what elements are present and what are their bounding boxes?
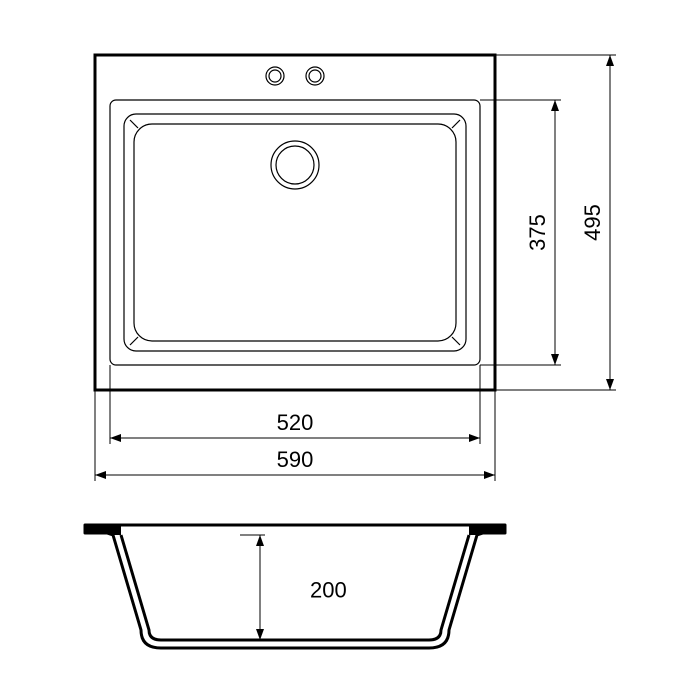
arrow-head	[95, 471, 106, 479]
sink-technical-drawing: 520 590 375 495 200	[0, 0, 700, 700]
dimension-label: 495	[580, 204, 605, 241]
sink-bowl-bottom-edge	[134, 124, 456, 341]
sink-bowl-top-edge	[124, 114, 466, 351]
corner-tick	[130, 337, 138, 345]
corner-tick	[452, 337, 460, 345]
arrow-head	[469, 434, 480, 442]
arrow-head	[110, 434, 121, 442]
arrow-head	[606, 379, 614, 390]
arrow-head	[484, 471, 495, 479]
arrow-head	[551, 100, 559, 111]
dimension-label: 375	[525, 214, 550, 251]
drain-inner	[276, 146, 314, 184]
tap-hole-2-inner	[309, 70, 321, 82]
corner-tick	[130, 120, 138, 128]
tap-hole-1-inner	[269, 70, 281, 82]
arrow-head	[256, 535, 264, 546]
sink-inner-rim	[110, 100, 480, 365]
top-view	[95, 55, 495, 390]
dimension-label-depth: 200	[310, 578, 347, 603]
drain-outer	[271, 141, 319, 189]
sink-outer-rim	[95, 55, 495, 390]
dimension-label: 590	[277, 447, 314, 472]
dimension-label: 520	[277, 410, 314, 435]
section-view	[85, 525, 505, 648]
arrow-head	[256, 629, 264, 640]
arrow-head	[551, 354, 559, 365]
corner-tick	[452, 120, 460, 128]
section-inner-profile	[121, 535, 469, 640]
arrow-head	[606, 55, 614, 66]
